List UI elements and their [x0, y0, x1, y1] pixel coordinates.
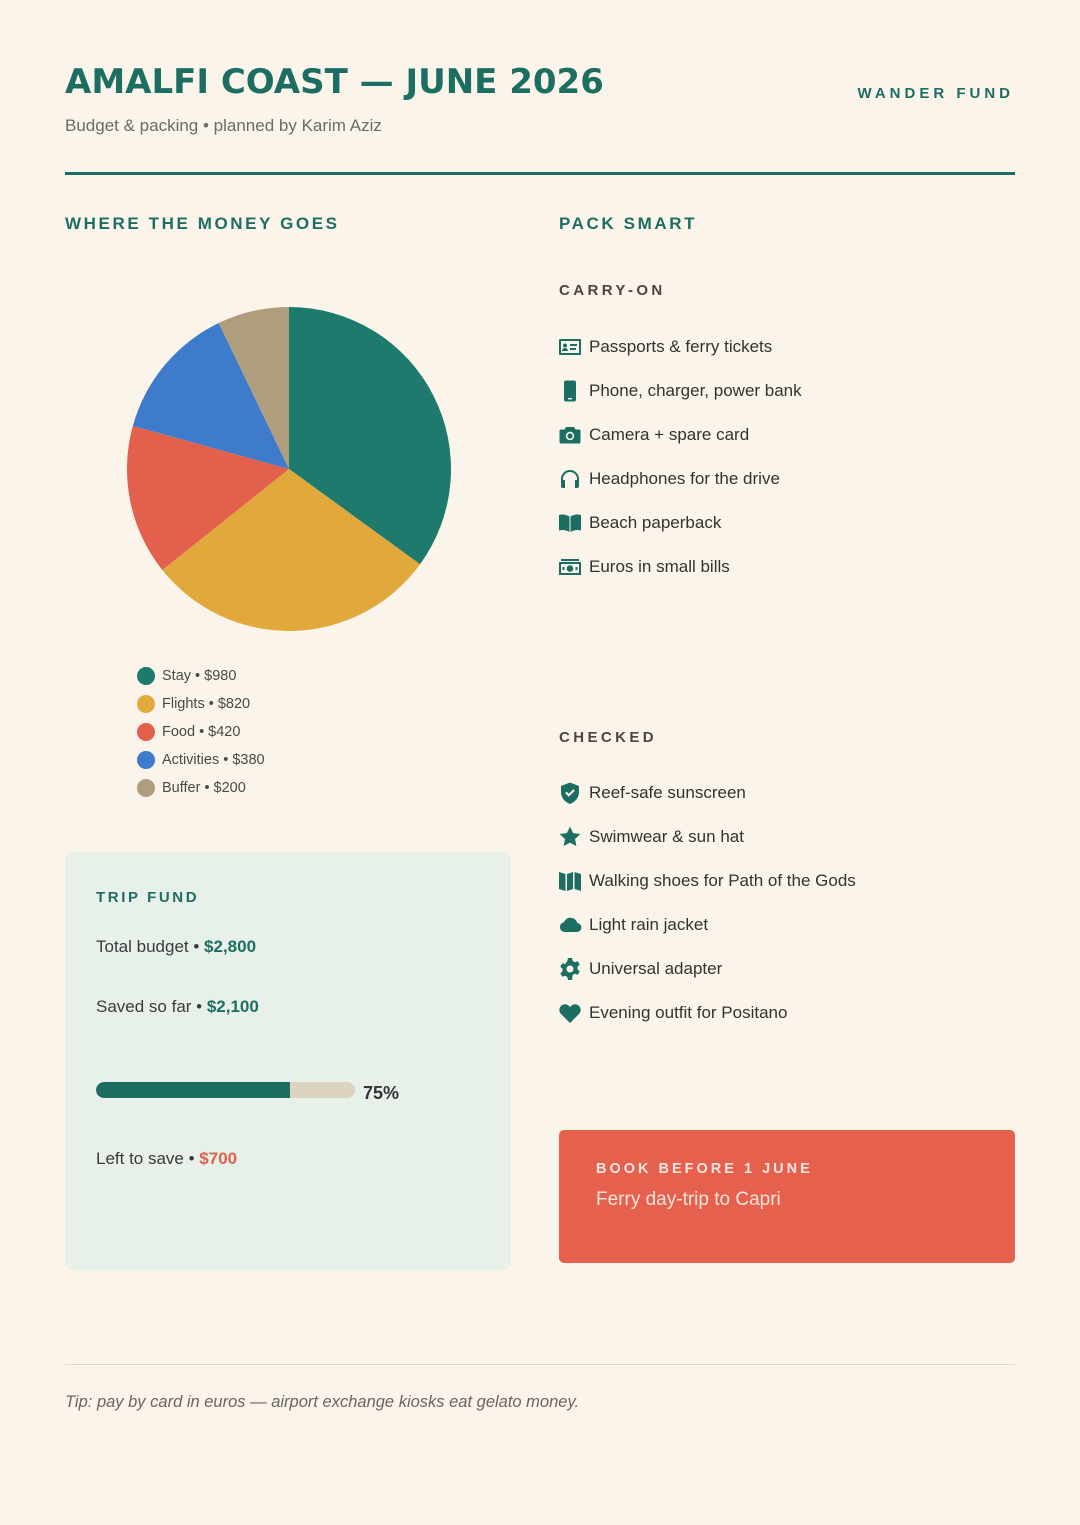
- list-item-label: Evening outfit for Positano: [589, 1003, 788, 1022]
- legend-swatch: [137, 779, 155, 797]
- list-item-label: Headphones for the drive: [589, 469, 780, 488]
- booking-reminder-card: BOOK BEFORE 1 JUNE Ferry day-trip to Cap…: [559, 1130, 1015, 1263]
- list-item: Universal adapter: [558, 947, 856, 991]
- booking-text: Ferry day-trip to Capri: [596, 1189, 781, 1210]
- list-item: Phone, charger, power bank: [558, 369, 802, 413]
- legend-label: Food • $420: [162, 724, 241, 740]
- list-item: Walking shoes for Path of the Gods: [558, 859, 856, 903]
- list-item: Passports & ferry tickets: [558, 325, 802, 369]
- shield-icon: [558, 781, 582, 805]
- chart-legend: Stay • $980 Flights • $820 Food • $420 A…: [137, 662, 265, 802]
- footer-divider: [65, 1364, 1015, 1365]
- legend-item-flights: Flights • $820: [137, 690, 265, 718]
- carry-on-heading: CARRY-ON: [559, 282, 666, 299]
- legend-swatch: [137, 723, 155, 741]
- list-item: Euros in small bills: [558, 545, 802, 589]
- book-icon: [558, 511, 582, 535]
- pie-slice-food: [127, 425, 289, 571]
- list-item: Evening outfit for Positano: [558, 991, 856, 1035]
- gear-icon: [558, 957, 582, 981]
- saved-line: Saved so far • $2,100: [96, 997, 259, 1017]
- carry-on-list: Passports & ferry tickets Phone, charger…: [558, 325, 802, 589]
- list-item-label: Phone, charger, power bank: [589, 381, 802, 400]
- saved-label: Saved so far •: [96, 997, 207, 1016]
- camera-icon: [558, 423, 582, 447]
- legend-swatch: [137, 751, 155, 769]
- legend-item-activities: Activities • $380: [137, 746, 265, 774]
- list-item: Light rain jacket: [558, 903, 856, 947]
- legend-item-food: Food • $420: [137, 718, 265, 746]
- pack-heading: PACK SMART: [559, 214, 698, 233]
- list-item: Beach paperback: [558, 501, 802, 545]
- pie-slice-activities: [132, 323, 289, 469]
- list-item-label: Euros in small bills: [589, 557, 730, 576]
- legend-swatch: [137, 667, 155, 685]
- checked-heading: CHECKED: [559, 729, 657, 746]
- headphones-icon: [558, 467, 582, 491]
- legend-swatch: [137, 695, 155, 713]
- pie-slice-flights: [162, 469, 421, 631]
- legend-label: Buffer • $200: [162, 780, 246, 796]
- phone-icon: [558, 379, 582, 403]
- list-item-label: Universal adapter: [589, 959, 723, 978]
- footer-tip: Tip: pay by card in euros — airport exch…: [65, 1393, 580, 1411]
- list-item-label: Camera + spare card: [589, 425, 750, 444]
- legend-label: Stay • $980: [162, 668, 237, 684]
- header-divider: [65, 172, 1015, 175]
- page-subtitle: Budget & packing • planned by Karim Aziz: [65, 116, 382, 135]
- booking-deadline: BOOK BEFORE 1 JUNE: [596, 1161, 813, 1177]
- list-item: Swimwear & sun hat: [558, 815, 856, 859]
- savings-progress-fill: [96, 1082, 291, 1098]
- list-item-label: Beach paperback: [589, 513, 722, 532]
- star-icon: [558, 825, 582, 849]
- left-to-save-label: Left to save •: [96, 1149, 200, 1168]
- list-item-label: Swimwear & sun hat: [589, 827, 744, 846]
- list-item-label: Passports & ferry tickets: [589, 337, 773, 356]
- trip-fund-heading: TRIP FUND: [96, 889, 200, 906]
- total-budget-label: Total budget •: [96, 937, 205, 956]
- money-heading: WHERE THE MONEY GOES: [65, 214, 340, 233]
- saved-value: $2,100: [206, 997, 259, 1016]
- money-icon: [558, 555, 582, 579]
- legend-item-buffer: Buffer • $200: [137, 774, 265, 802]
- total-budget-value: $2,800: [204, 937, 257, 956]
- checked-list: Reef-safe sunscreen Swimwear & sun hat W…: [558, 771, 856, 1035]
- total-budget-line: Total budget • $2,800: [96, 937, 256, 957]
- map-icon: [558, 869, 582, 893]
- list-item: Camera + spare card: [558, 413, 802, 457]
- page-title: AMALFI COAST — JUNE 2026: [65, 62, 604, 102]
- legend-item-stay: Stay • $980: [137, 662, 265, 690]
- budget-pie-chart: [127, 307, 452, 631]
- pie-slice-stay: [289, 307, 452, 565]
- list-item-label: Reef-safe sunscreen: [589, 783, 746, 802]
- legend-label: Activities • $380: [162, 752, 265, 768]
- cloud-icon: [558, 913, 582, 937]
- pie-slice-buffer: [218, 307, 289, 469]
- brand-label: WANDER FUND: [857, 85, 1014, 102]
- left-to-save-line: Left to save • $700: [96, 1149, 237, 1169]
- heart-icon: [558, 1001, 582, 1025]
- list-item: Headphones for the drive: [558, 457, 802, 501]
- trip-fund-card: TRIP FUND Total budget • $2,800 Saved so…: [65, 852, 511, 1270]
- legend-label: Flights • $820: [162, 696, 251, 712]
- savings-progress-percent: 75%: [363, 1083, 400, 1103]
- list-item: Reef-safe sunscreen: [558, 771, 856, 815]
- list-item-label: Light rain jacket: [589, 915, 709, 934]
- left-to-save-value: $700: [199, 1149, 238, 1168]
- savings-progress-bar: [96, 1082, 355, 1098]
- id-card-icon: [558, 335, 582, 359]
- list-item-label: Walking shoes for Path of the Gods: [589, 871, 856, 890]
